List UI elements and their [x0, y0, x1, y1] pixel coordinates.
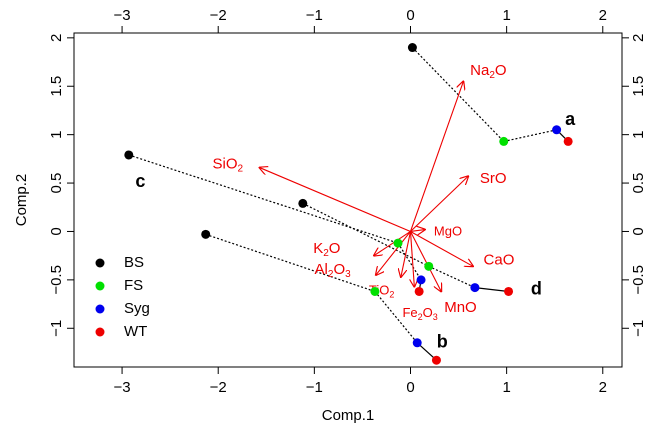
connection-line-c	[128, 154, 399, 244]
right-y-tick-label: 0.5	[630, 173, 647, 194]
legend: BS FS Syg WT	[95, 254, 150, 340]
vector-label-al2o3: Al2O3	[315, 261, 352, 280]
connection-line-a	[411, 47, 505, 142]
connection-line-d	[474, 287, 509, 293]
right-y-tick-label: 2	[630, 34, 647, 42]
x-tick-label: −2	[210, 379, 227, 396]
legend-marker-bs	[95, 258, 105, 268]
legend-label-wt: WT	[124, 323, 147, 340]
legend-label-syg: Syg	[124, 300, 150, 317]
point-fs-c	[393, 238, 403, 248]
point-syg-b	[412, 338, 422, 348]
vector-label-k2o: K2O	[313, 240, 340, 259]
connection-line-c	[397, 242, 422, 281]
data-points	[124, 43, 573, 365]
top-x-tick-label: −3	[114, 7, 131, 24]
vector-arrow-fe2o3	[410, 231, 414, 286]
point-syg-d	[470, 283, 480, 293]
legend-marker-fs	[95, 281, 105, 291]
vector-arrow-mgo	[410, 230, 424, 232]
point-syg-a	[552, 125, 562, 135]
y-axis-title: Comp.2	[13, 174, 30, 227]
point-wt-c	[414, 286, 424, 296]
legend-marker-syg	[95, 304, 105, 314]
point-fs-a	[499, 136, 509, 146]
point-fs-d	[424, 261, 434, 271]
point-fs-b	[370, 286, 380, 296]
x-tick-label: −3	[114, 379, 131, 396]
y-tick-label: −1	[48, 320, 65, 337]
point-wt-a	[563, 136, 573, 146]
loading-vectors: Na2OSiO2SrOMgOCaOK2OAl2O3TiO2Fe2O3MnO	[213, 62, 515, 322]
group-label-a: a	[565, 109, 576, 129]
point-bs-c	[124, 150, 134, 160]
top-x-tick-label: 1	[502, 7, 510, 24]
point-bs-a	[407, 43, 417, 53]
top-x-tick-label: −1	[306, 7, 323, 24]
vector-arrow-sio2	[260, 168, 411, 232]
right-y-tick-label: 1.5	[630, 76, 647, 97]
right-y-tick-label: 1	[630, 130, 647, 138]
group-label-d: d	[531, 278, 542, 298]
vector-label-mgo: MgO	[434, 224, 462, 239]
top-x-tick-label: 2	[599, 7, 607, 24]
vector-arrow-tio2	[401, 231, 412, 277]
y-tick-label: 1.5	[48, 76, 65, 97]
vector-label-fe2o3: Fe2O3	[402, 305, 437, 322]
x-tick-label: 0	[406, 379, 414, 396]
y-tick-label: 2	[48, 34, 65, 42]
vector-label-sio2: SiO2	[213, 156, 244, 175]
vector-arrow-na2o	[409, 81, 463, 232]
plot-frame	[73, 32, 623, 368]
top-x-tick-label: 0	[406, 7, 414, 24]
vector-label-sro: SrO	[480, 170, 507, 187]
vector-arrow-mno	[410, 231, 441, 291]
y-tick-label: 1	[48, 130, 65, 138]
right-y-tick-label: −0.5	[630, 265, 647, 295]
right-y-tick-label: 0	[630, 227, 647, 235]
point-wt-d	[504, 286, 514, 296]
point-syg-c	[416, 275, 426, 285]
vector-label-cao: CaO	[484, 251, 515, 268]
y-tick-label: 0.5	[48, 173, 65, 194]
x-tick-label: 1	[502, 379, 510, 396]
connection-line-d	[428, 265, 476, 289]
connection-lines	[128, 47, 569, 361]
vector-arrow-k2o	[374, 231, 411, 255]
legend-marker-wt	[95, 327, 105, 337]
group-label-c: c	[135, 171, 145, 191]
connection-line-a	[503, 129, 557, 143]
top-x-tick-label: −2	[210, 7, 227, 24]
legend-label-fs: FS	[124, 277, 143, 294]
y-tick-label: −0.5	[48, 265, 65, 295]
vector-arrow-sro	[410, 176, 468, 232]
group-label-b: b	[437, 332, 448, 352]
vector-arrow-cao	[410, 230, 472, 266]
y-tick-label: 0	[48, 227, 65, 235]
axes-layer: −3 −2 −1 0 1 2 −3 −2 −1 0 1 2 −1 −0.5 0 0.5 1 1.5 2 −1 −0.5 0…	[48, 7, 647, 396]
connection-line-d	[302, 202, 430, 267]
vector-arrow-al2o3	[376, 231, 411, 275]
connection-line-b	[374, 291, 418, 344]
point-bs-b	[201, 229, 211, 239]
vector-label-mno: MnO	[444, 299, 477, 316]
legend-label-bs: BS	[124, 254, 144, 271]
point-bs-d	[298, 198, 308, 208]
connection-line-b	[205, 233, 376, 293]
x-tick-label: 2	[599, 379, 607, 396]
x-tick-label: −1	[306, 379, 323, 396]
x-axis-title: Comp.1	[322, 407, 375, 424]
vector-label-na2o: Na2O	[470, 62, 506, 81]
plot-border	[73, 32, 623, 368]
point-wt-b	[431, 355, 441, 365]
group-labels: a b c d	[135, 109, 576, 352]
right-y-tick-label: −1	[630, 320, 647, 337]
